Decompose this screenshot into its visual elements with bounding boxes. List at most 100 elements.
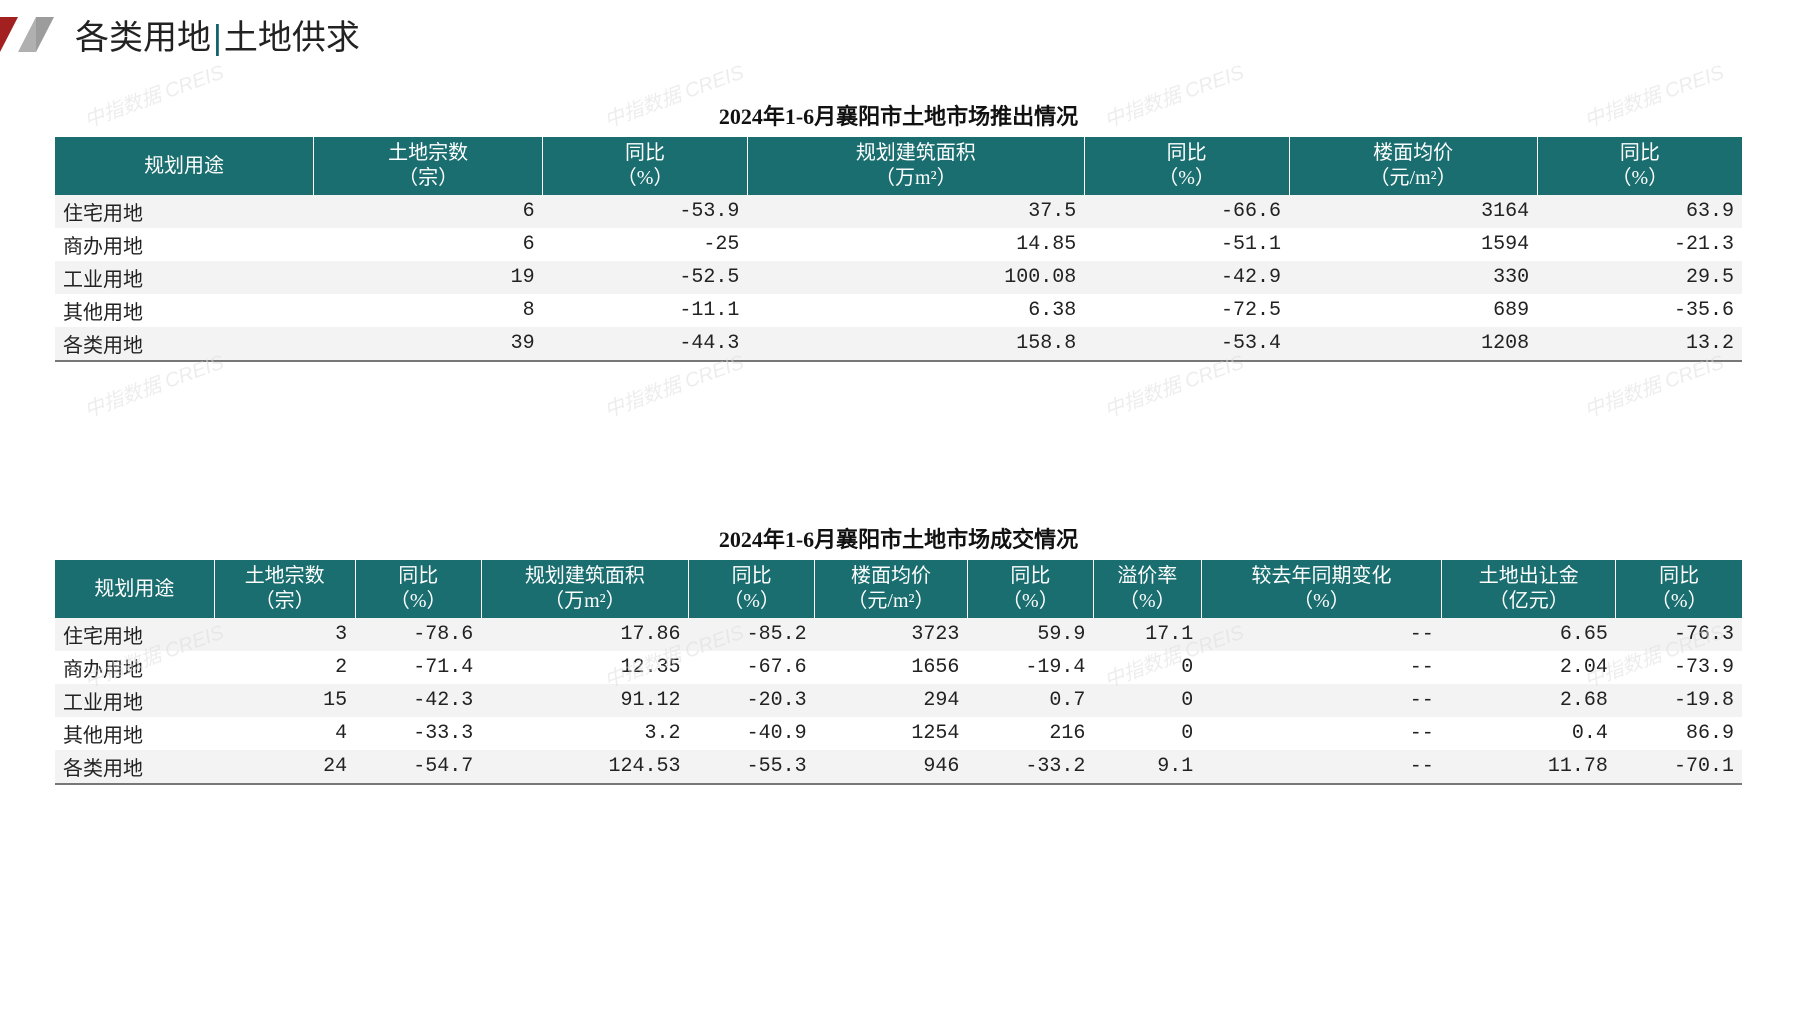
table-row: 各类用地24-54.7124.53-55.3946-33.29.1--11.78… <box>55 750 1742 784</box>
cell-value: -42.3 <box>355 684 481 717</box>
row-label: 商办用地 <box>55 228 314 261</box>
cell-value: -52.5 <box>543 261 748 294</box>
cell-value: 0 <box>1093 684 1201 717</box>
cell-value: 15 <box>214 684 355 717</box>
cell-value: -72.5 <box>1084 294 1289 327</box>
cell-value: 3.2 <box>481 717 688 750</box>
table2: 规划用途土地宗数（宗）同比（%）规划建筑面积（万m²）同比（%）楼面均价（元/m… <box>55 560 1742 785</box>
column-header: 土地出让金（亿元） <box>1442 560 1616 618</box>
table-row: 其他用地4-33.33.2-40.912542160--0.486.9 <box>55 717 1742 750</box>
column-header: 规划用途 <box>55 137 314 195</box>
cell-value: 6.65 <box>1442 618 1616 651</box>
cell-value: 3164 <box>1289 195 1537 228</box>
cell-value: 1594 <box>1289 228 1537 261</box>
table-row: 其他用地8-11.16.38-72.5689-35.6 <box>55 294 1742 327</box>
cell-value: 100.08 <box>747 261 1084 294</box>
cell-value: -53.9 <box>543 195 748 228</box>
cell-value: 1254 <box>815 717 968 750</box>
row-label: 工业用地 <box>55 684 214 717</box>
column-header: 同比（%） <box>1084 137 1289 195</box>
cell-value: 9.1 <box>1093 750 1201 784</box>
row-label: 住宅用地 <box>55 195 314 228</box>
cell-value: -11.1 <box>543 294 748 327</box>
cell-value: -51.1 <box>1084 228 1289 261</box>
column-header: 较去年同期变化（%） <box>1201 560 1441 618</box>
cell-value: 216 <box>967 717 1093 750</box>
title-divider: | <box>211 19 224 57</box>
column-header: 同比（%） <box>543 137 748 195</box>
column-header: 土地宗数（宗） <box>314 137 543 195</box>
cell-value: -33.3 <box>355 717 481 750</box>
row-label: 住宅用地 <box>55 618 214 651</box>
cell-value: 6 <box>314 228 543 261</box>
page-title: 各类用地|土地供求 <box>75 10 360 59</box>
column-header: 同比（%） <box>1537 137 1742 195</box>
cell-value: 1208 <box>1289 327 1537 361</box>
column-header: 土地宗数（宗） <box>214 560 355 618</box>
row-label: 工业用地 <box>55 261 314 294</box>
cell-value: -35.6 <box>1537 294 1742 327</box>
cell-value: 19 <box>314 261 543 294</box>
cell-value: -20.3 <box>689 684 815 717</box>
cell-value: -42.9 <box>1084 261 1289 294</box>
cell-value: -53.4 <box>1084 327 1289 361</box>
cell-value: -- <box>1201 618 1441 651</box>
cell-value: 0 <box>1093 717 1201 750</box>
cell-value: 294 <box>815 684 968 717</box>
row-label: 其他用地 <box>55 717 214 750</box>
cell-value: 2 <box>214 651 355 684</box>
cell-value: -25 <box>543 228 748 261</box>
cell-value: 12.35 <box>481 651 688 684</box>
cell-value: -85.2 <box>689 618 815 651</box>
cell-value: 37.5 <box>747 195 1084 228</box>
cell-value: -- <box>1201 717 1441 750</box>
column-header: 同比（%） <box>355 560 481 618</box>
table-row: 住宅用地6-53.937.5-66.6316463.9 <box>55 195 1742 228</box>
cell-value: -- <box>1201 684 1441 717</box>
cell-value: -71.4 <box>355 651 481 684</box>
table-row: 住宅用地3-78.617.86-85.2372359.917.1--6.65-7… <box>55 618 1742 651</box>
cell-value: -21.3 <box>1537 228 1742 261</box>
row-label: 其他用地 <box>55 294 314 327</box>
row-label: 各类用地 <box>55 327 314 361</box>
cell-value: -55.3 <box>689 750 815 784</box>
cell-value: 29.5 <box>1537 261 1742 294</box>
column-header: 规划建筑面积（万m²） <box>481 560 688 618</box>
cell-value: -- <box>1201 651 1441 684</box>
row-label: 各类用地 <box>55 750 214 784</box>
cell-value: 6.38 <box>747 294 1084 327</box>
cell-value: -66.6 <box>1084 195 1289 228</box>
table1-title: 2024年1-6月襄阳市土地市场推出情况 <box>55 99 1742 131</box>
cell-value: 91.12 <box>481 684 688 717</box>
cell-value: 0 <box>1093 651 1201 684</box>
table2-title: 2024年1-6月襄阳市土地市场成交情况 <box>55 522 1742 554</box>
cell-value: 2.68 <box>1442 684 1616 717</box>
cell-value: 330 <box>1289 261 1537 294</box>
table-row: 各类用地39-44.3158.8-53.4120813.2 <box>55 327 1742 361</box>
table1: 规划用途土地宗数（宗）同比（%）规划建筑面积（万m²）同比（%）楼面均价（元/m… <box>55 137 1742 362</box>
cell-value: -76.3 <box>1616 618 1742 651</box>
cell-value: -33.2 <box>967 750 1093 784</box>
table-row: 商办用地6-2514.85-51.11594-21.3 <box>55 228 1742 261</box>
cell-value: 0.4 <box>1442 717 1616 750</box>
cell-value: -67.6 <box>689 651 815 684</box>
cell-value: 59.9 <box>967 618 1093 651</box>
cell-value: 86.9 <box>1616 717 1742 750</box>
cell-value: 24 <box>214 750 355 784</box>
table-row: 商办用地2-71.412.35-67.61656-19.40--2.04-73.… <box>55 651 1742 684</box>
cell-value: -40.9 <box>689 717 815 750</box>
table-row: 工业用地15-42.391.12-20.32940.70--2.68-19.8 <box>55 684 1742 717</box>
title-right: 土地供求 <box>224 20 360 57</box>
column-header: 规划建筑面积（万m²） <box>747 137 1084 195</box>
cell-value: 946 <box>815 750 968 784</box>
table-row: 工业用地19-52.5100.08-42.933029.5 <box>55 261 1742 294</box>
title-left: 各类用地 <box>75 20 211 57</box>
cell-value: 124.53 <box>481 750 688 784</box>
cell-value: -- <box>1201 750 1441 784</box>
row-label: 商办用地 <box>55 651 214 684</box>
column-header: 同比（%） <box>1616 560 1742 618</box>
cell-value: 3 <box>214 618 355 651</box>
cell-value: -54.7 <box>355 750 481 784</box>
column-header: 溢价率（%） <box>1093 560 1201 618</box>
cell-value: 11.78 <box>1442 750 1616 784</box>
